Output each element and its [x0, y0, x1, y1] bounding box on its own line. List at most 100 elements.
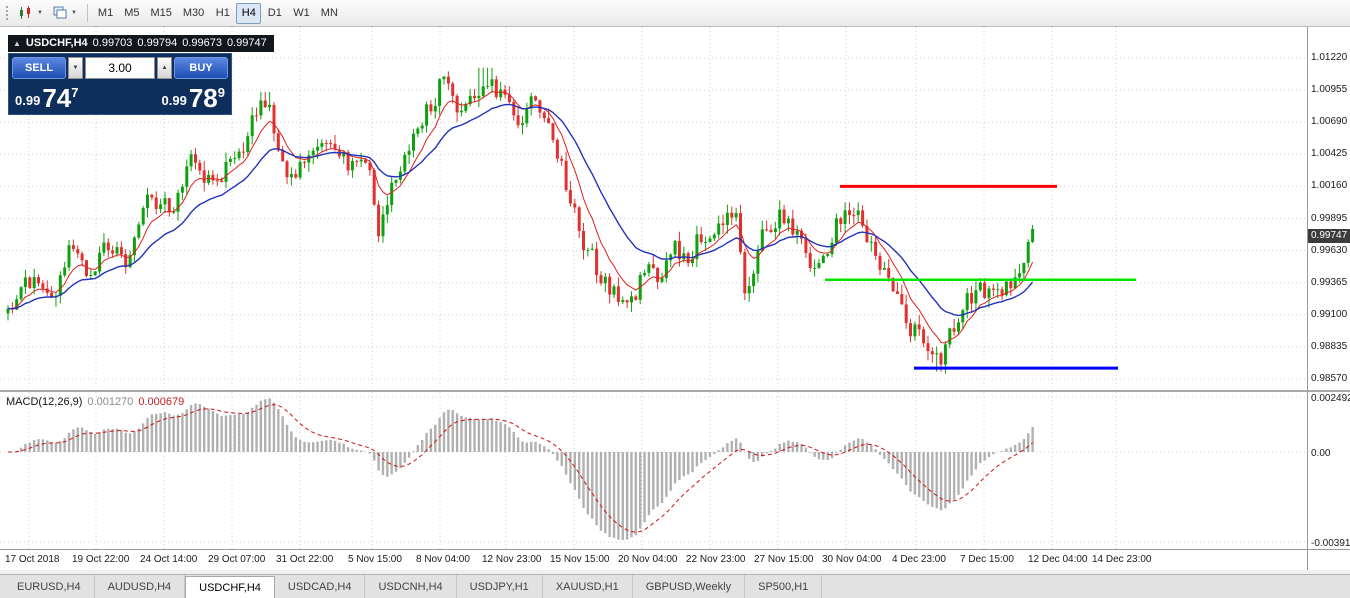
lot-size-input[interactable] [85, 57, 155, 79]
chart-tabs-bar: EURUSD,H4 AUDUSD,H4 USDCHF,H4 USDCAD,H4 USDC… [0, 574, 1350, 598]
time-axis-label: 8 Nov 04:00 [416, 554, 470, 565]
symbol-tab-usdcnh-h4[interactable]: USDCNH,H4 [365, 575, 457, 598]
symbol-tab-xauusd-h1[interactable]: XAUUSD,H1 [543, 575, 633, 598]
one-click-trading-panel: SELL ▼ ▲ BUY 0.99 74 7 0.99 78 [8, 53, 232, 115]
price-axis-label: 0.99630 [1311, 244, 1348, 256]
time-axis-label: 14 Dec 23:00 [1092, 554, 1152, 565]
candlesticks [6, 67, 1035, 374]
candlestick-chart-icon [20, 6, 30, 19]
time-axis-corner [1307, 549, 1350, 570]
macd-axis-label: 0.00 [1311, 448, 1331, 459]
candlestick-chart[interactable] [0, 27, 1307, 390]
horizontal-scroll-strip[interactable] [0, 570, 1350, 574]
timeframe-button-m30[interactable]: M30 [178, 3, 209, 24]
time-axis-label: 22 Nov 23:00 [686, 554, 746, 565]
time-axis-label: 24 Oct 14:00 [140, 554, 198, 565]
ohlc-low: 0.99673 [182, 37, 222, 49]
sell-price-prefix: 0.99 [15, 93, 41, 108]
macd-name: MACD(12,26,9) [6, 396, 83, 408]
price-axis-label: 0.98835 [1311, 340, 1348, 352]
buy-price-big: 78 [188, 83, 218, 113]
time-axis-label: 5 Nov 15:00 [348, 554, 402, 565]
timeframe-button-m1[interactable]: M1 [93, 3, 118, 24]
buy-price-prefix: 0.99 [161, 93, 187, 108]
trade-prices-row: 0.99 74 7 0.99 78 9 [12, 81, 228, 111]
macd-main-value: 0.001270 [87, 396, 134, 408]
timeframe-button-h4[interactable]: H4 [236, 2, 262, 24]
timeframe-button-w1[interactable]: W1 [288, 3, 315, 24]
timeframe-button-mn[interactable]: MN [316, 3, 343, 24]
time-axis-label: 7 Dec 15:00 [960, 554, 1014, 565]
macd-chart[interactable] [0, 392, 1307, 549]
chart-title: ▲ USDCHF,H4 0.99703 0.99794 0.99673 0.99… [8, 35, 274, 52]
time-axis[interactable]: 17 Oct 2018 19 Oct 22:00 24 Oct 14:00 29 Oc… [0, 549, 1307, 570]
symbol-tab-usdcad-h4[interactable]: USDCAD,H4 [275, 575, 366, 598]
chart-symbol-label: USDCHF,H4 [25, 37, 88, 49]
chart-profiles-button[interactable]: ▼ [48, 2, 82, 24]
ohlc-high: 0.99794 [137, 37, 178, 49]
macd-signal-line [8, 404, 1033, 533]
price-axis[interactable]: 0.99747 1.01220 1.00955 1.00690 1.00425 1.00… [1307, 27, 1350, 390]
current-price-badge: 0.99747 [1308, 229, 1350, 243]
price-axis-label: 0.99100 [1311, 308, 1348, 320]
buy-button[interactable]: BUY [174, 57, 228, 79]
timeframe-button-d1[interactable]: D1 [262, 3, 287, 24]
main-toolbar: ▼ ▼ M1 M5 M15 M30 H1 H4 D1 W1 MN [0, 0, 1350, 27]
ma-8-line [7, 90, 1034, 344]
symbol-tab-usdjpy-h1[interactable]: USDJPY,H1 [457, 575, 543, 598]
symbol-tab-gbpusd-weekly[interactable]: GBPUSD,Weekly [633, 575, 746, 598]
time-axis-label: 4 Dec 23:00 [892, 554, 946, 565]
macd-axis[interactable]: 0.002492 0.00 -0.003913 [1307, 390, 1350, 549]
symbol-tab-sp500-h1[interactable]: SP500,H1 [745, 575, 823, 598]
price-axis-label: 0.99365 [1311, 276, 1348, 288]
chevron-up-icon: ▲ [161, 65, 168, 71]
time-axis-label: 29 Oct 07:00 [208, 554, 266, 565]
time-axis-label: 15 Nov 15:00 [550, 554, 610, 565]
symbol-tab-audusd-h4[interactable]: AUDUSD,H4 [95, 575, 186, 598]
sell-price-big: 74 [42, 83, 72, 113]
price-axis-label: 1.00690 [1311, 116, 1348, 128]
time-axis-label: 17 Oct 2018 [5, 554, 60, 565]
main-chart-area[interactable]: ▲ USDCHF,H4 0.99703 0.99794 0.99673 0.99… [0, 27, 1307, 390]
toolbar-grip[interactable] [5, 5, 9, 21]
chevron-down-icon: ▼ [72, 65, 79, 71]
buy-price-sup: 9 [217, 85, 225, 100]
macd-indicator-panel[interactable]: MACD(12,26,9) 0.001270 0.000679 [0, 390, 1307, 549]
buy-price-display: 0.99 78 9 [159, 81, 228, 111]
price-axis-label: 1.00955 [1311, 84, 1348, 96]
timeframe-button-h1[interactable]: H1 [210, 3, 235, 24]
timeframe-button-m15[interactable]: M15 [145, 3, 176, 24]
chevron-down-icon: ▼ [37, 10, 43, 16]
chart-title-marker-icon: ▲ [13, 38, 21, 48]
sell-button[interactable]: SELL [12, 57, 66, 79]
toolbar-separator [86, 4, 88, 22]
ohlc-open: 0.99703 [92, 37, 133, 49]
price-axis-label: 1.00160 [1311, 180, 1348, 192]
time-axis-label: 12 Nov 23:00 [482, 554, 542, 565]
time-axis-label: 20 Nov 04:00 [618, 554, 678, 565]
layers-icon [53, 6, 67, 19]
price-axis-label: 0.98570 [1311, 373, 1348, 384]
time-axis-label: 30 Nov 04:00 [822, 554, 882, 565]
sell-price-sup: 7 [71, 85, 79, 100]
trade-controls-row: SELL ▼ ▲ BUY [12, 57, 228, 79]
time-axis-label: 12 Dec 04:00 [1028, 554, 1088, 565]
price-axis-label: 0.99895 [1311, 212, 1348, 224]
macd-histogram [11, 398, 1034, 540]
new-chart-button[interactable]: ▼ [13, 2, 48, 24]
ma-21-line [7, 103, 1034, 317]
lot-increase-button[interactable]: ▲ [157, 57, 172, 79]
time-axis-label: 19 Oct 22:00 [72, 554, 130, 565]
time-axis-label: 27 Nov 15:00 [754, 554, 814, 565]
symbol-tab-usdchf-h4[interactable]: USDCHF,H4 [185, 576, 275, 598]
timeframe-button-m5[interactable]: M5 [119, 3, 144, 24]
lot-dropdown-button[interactable]: ▼ [68, 57, 83, 79]
chevron-down-icon: ▼ [70, 10, 77, 16]
ohlc-close: 0.99747 [226, 37, 267, 49]
price-axis-label: 1.00425 [1311, 148, 1348, 160]
timeframe-toolbar: M1 M5 M15 M30 H1 H4 D1 W1 MN [93, 2, 343, 24]
price-axis-label: 1.01220 [1311, 52, 1348, 63]
macd-axis-label: 0.002492 [1311, 393, 1350, 404]
symbol-tab-eurusd-h4[interactable]: EURUSD,H4 [4, 575, 95, 598]
